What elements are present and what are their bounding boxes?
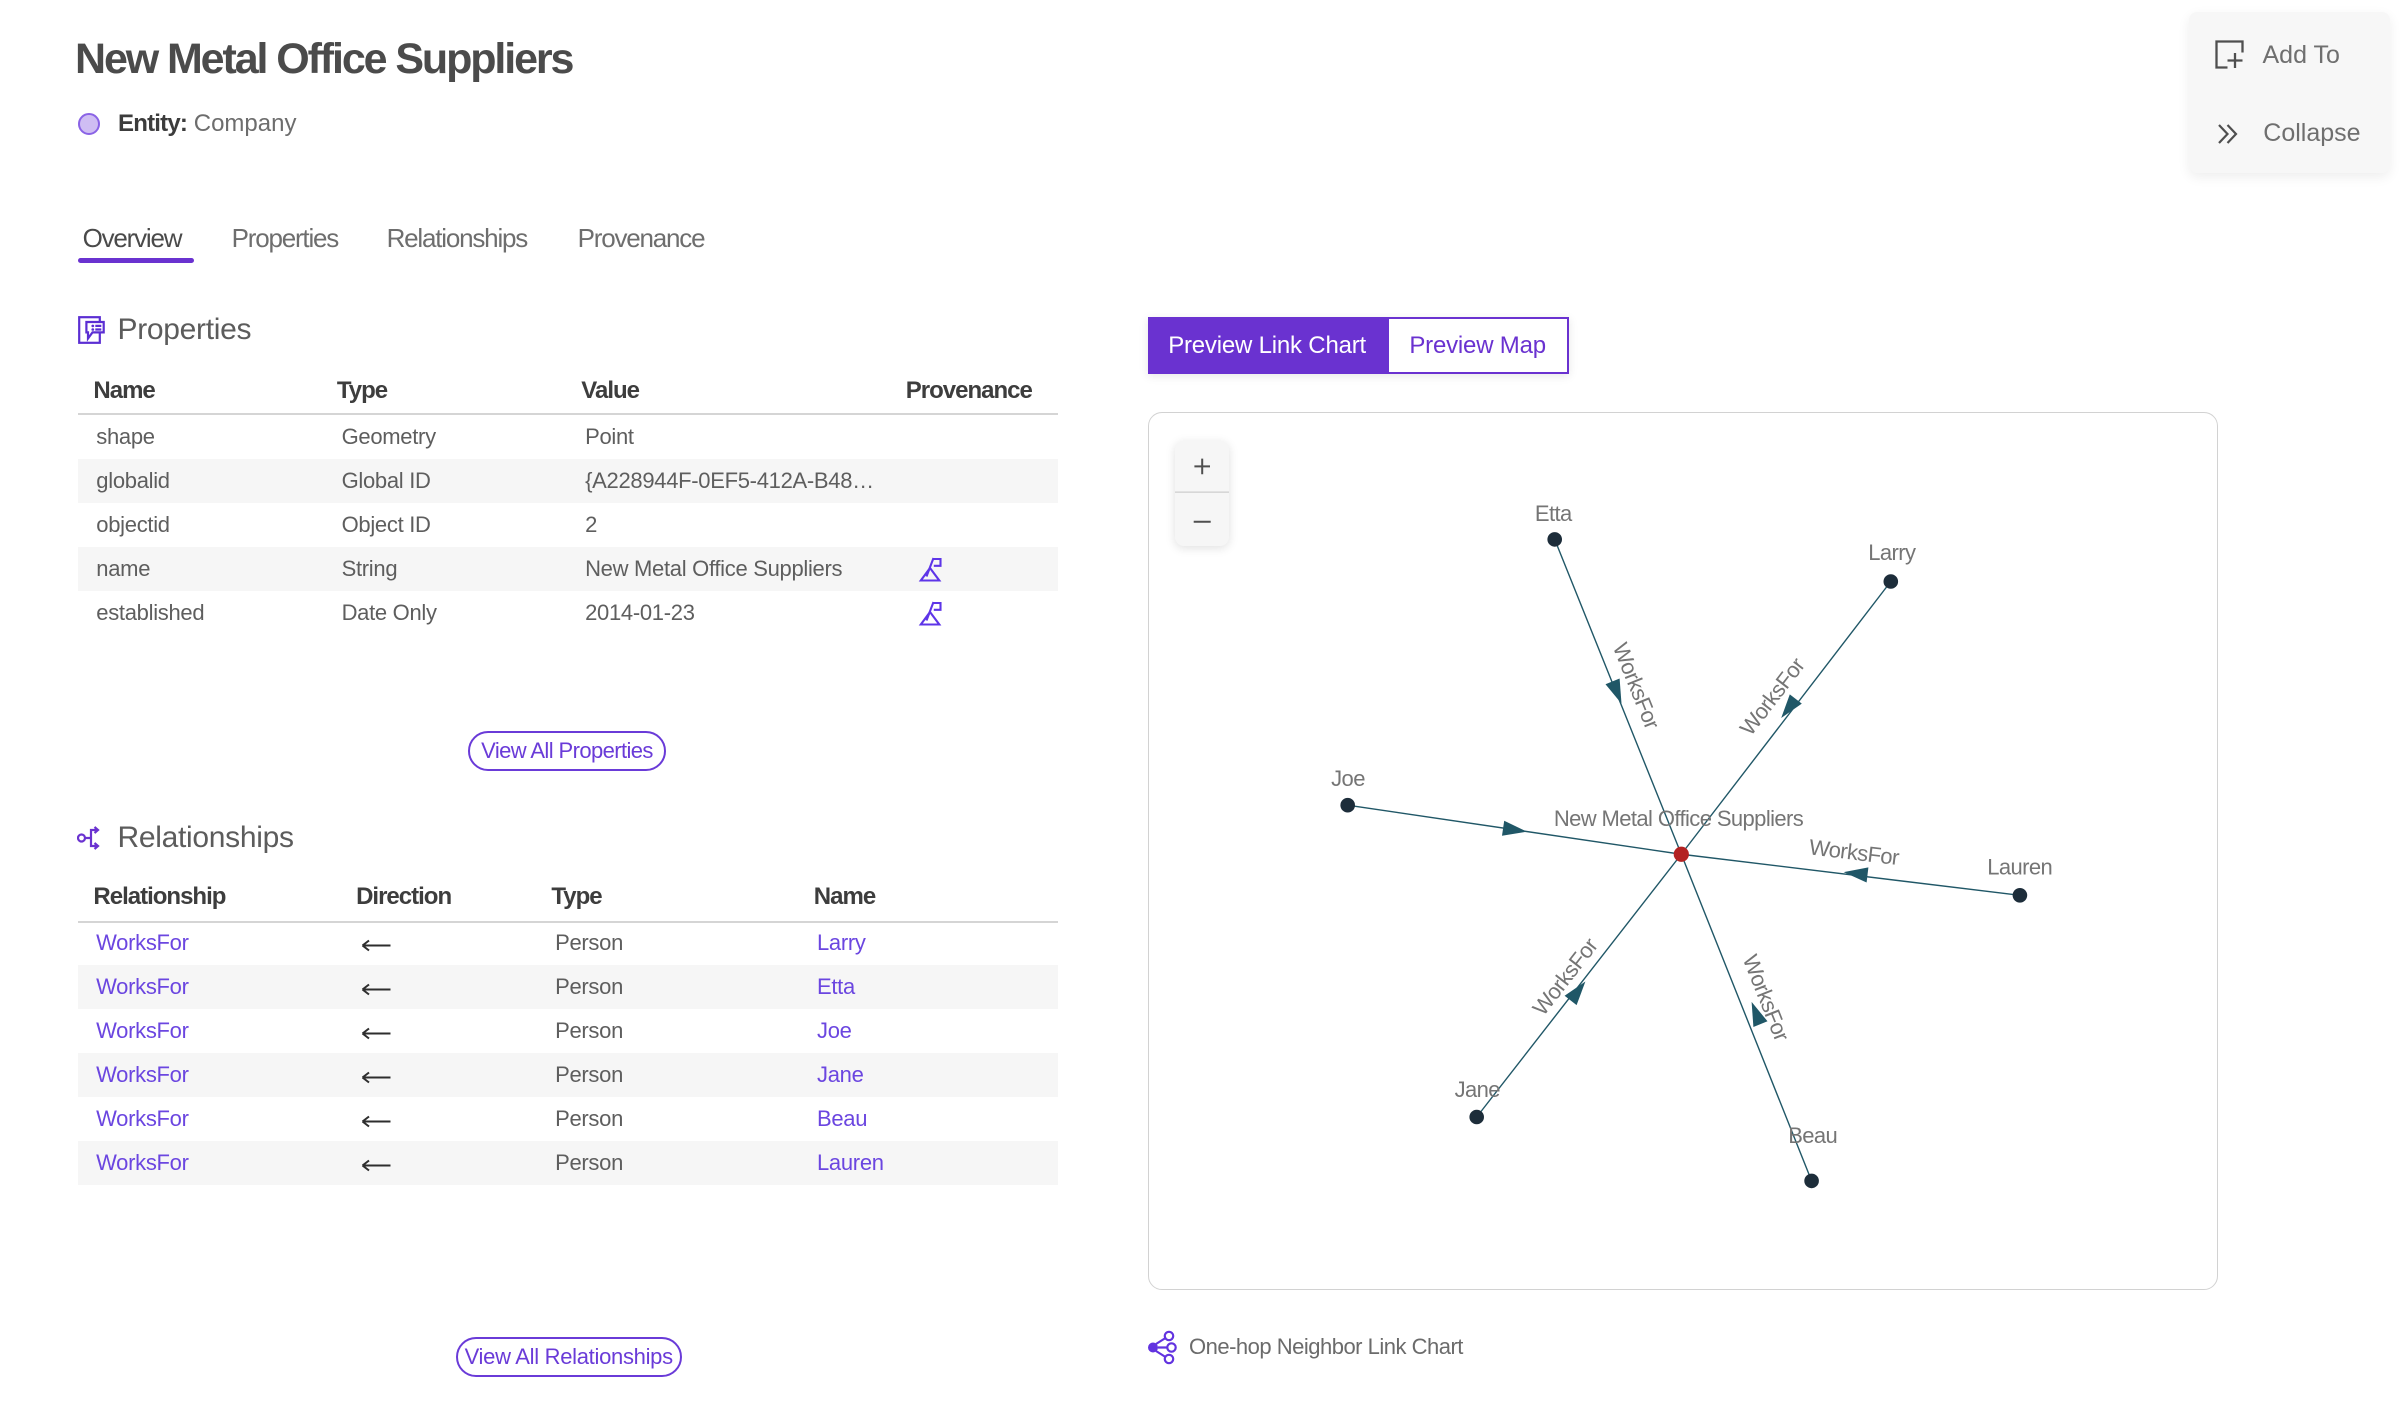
svg-text:WorksFor: WorksFor — [1808, 834, 1901, 870]
svg-text:New Metal Office Suppliers: New Metal Office Suppliers — [1554, 805, 1804, 830]
svg-text:WorksFor: WorksFor — [1528, 933, 1603, 1020]
svg-text:Beau: Beau — [1788, 1123, 1837, 1148]
svg-text:WorksFor: WorksFor — [1738, 951, 1795, 1044]
svg-text:Lauren: Lauren — [1987, 854, 2052, 879]
svg-text:Etta: Etta — [1535, 500, 1573, 525]
svg-text:Joe: Joe — [1331, 766, 1365, 791]
svg-text:WorksFor: WorksFor — [1735, 653, 1810, 740]
svg-text:Jane: Jane — [1455, 1077, 1501, 1102]
svg-text:Larry: Larry — [1868, 540, 1916, 565]
